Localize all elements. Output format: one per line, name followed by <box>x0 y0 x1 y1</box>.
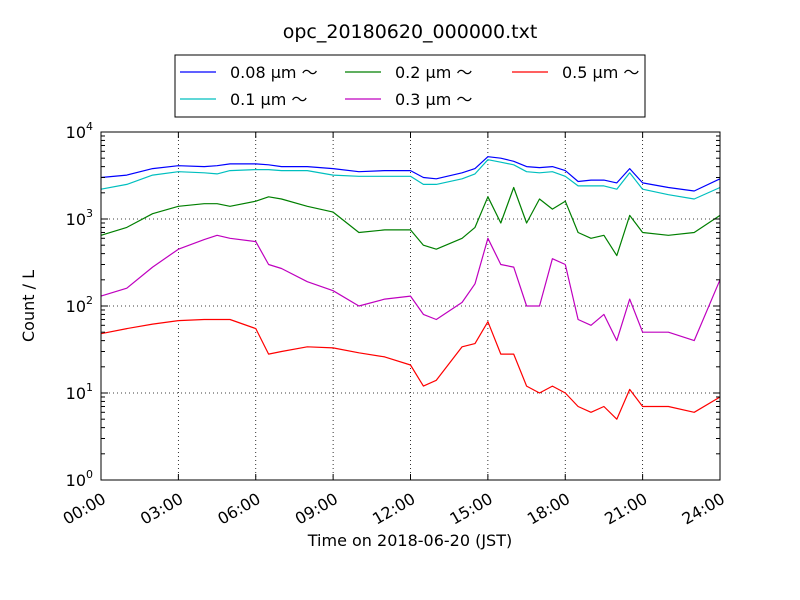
legend-label-0: 0.08 μm ～ <box>230 63 318 82</box>
legend-label-1: 0.1 μm ～ <box>230 90 307 109</box>
y-tick-label: 101 <box>66 381 93 403</box>
y-tick-label: 104 <box>66 120 93 142</box>
y-tick-label: 102 <box>66 294 93 316</box>
series-lines <box>100 156 721 420</box>
y-axis-title: Count / L <box>19 270 38 342</box>
series-line-2 <box>100 186 721 257</box>
y-tick-labels: 100 101 102 103 104 <box>66 120 93 490</box>
chart-title: opc_20180620_000000.txt <box>283 21 538 43</box>
legend: 0.08 μm ～ 0.1 μm ～ 0.2 μm ～ 0.3 μm ～ 0.5 μm … <box>174 54 646 118</box>
legend-label-3: 0.3 μm ～ <box>395 90 472 109</box>
x-axis-title: Time on 2018-06-20 (JST) <box>307 531 512 550</box>
legend-label-2: 0.2 μm ～ <box>395 63 472 82</box>
legend-box <box>174 54 646 118</box>
series-line-4 <box>100 318 721 420</box>
series-line-1 <box>100 159 721 200</box>
series-line-3 <box>100 234 721 342</box>
y-tick-label: 103 <box>66 207 93 229</box>
y-tick-label: 100 <box>66 468 93 490</box>
legend-label-4: 0.5 μm ～ <box>562 63 639 82</box>
series-line-0 <box>100 156 721 192</box>
axis-ticks <box>100 131 721 481</box>
